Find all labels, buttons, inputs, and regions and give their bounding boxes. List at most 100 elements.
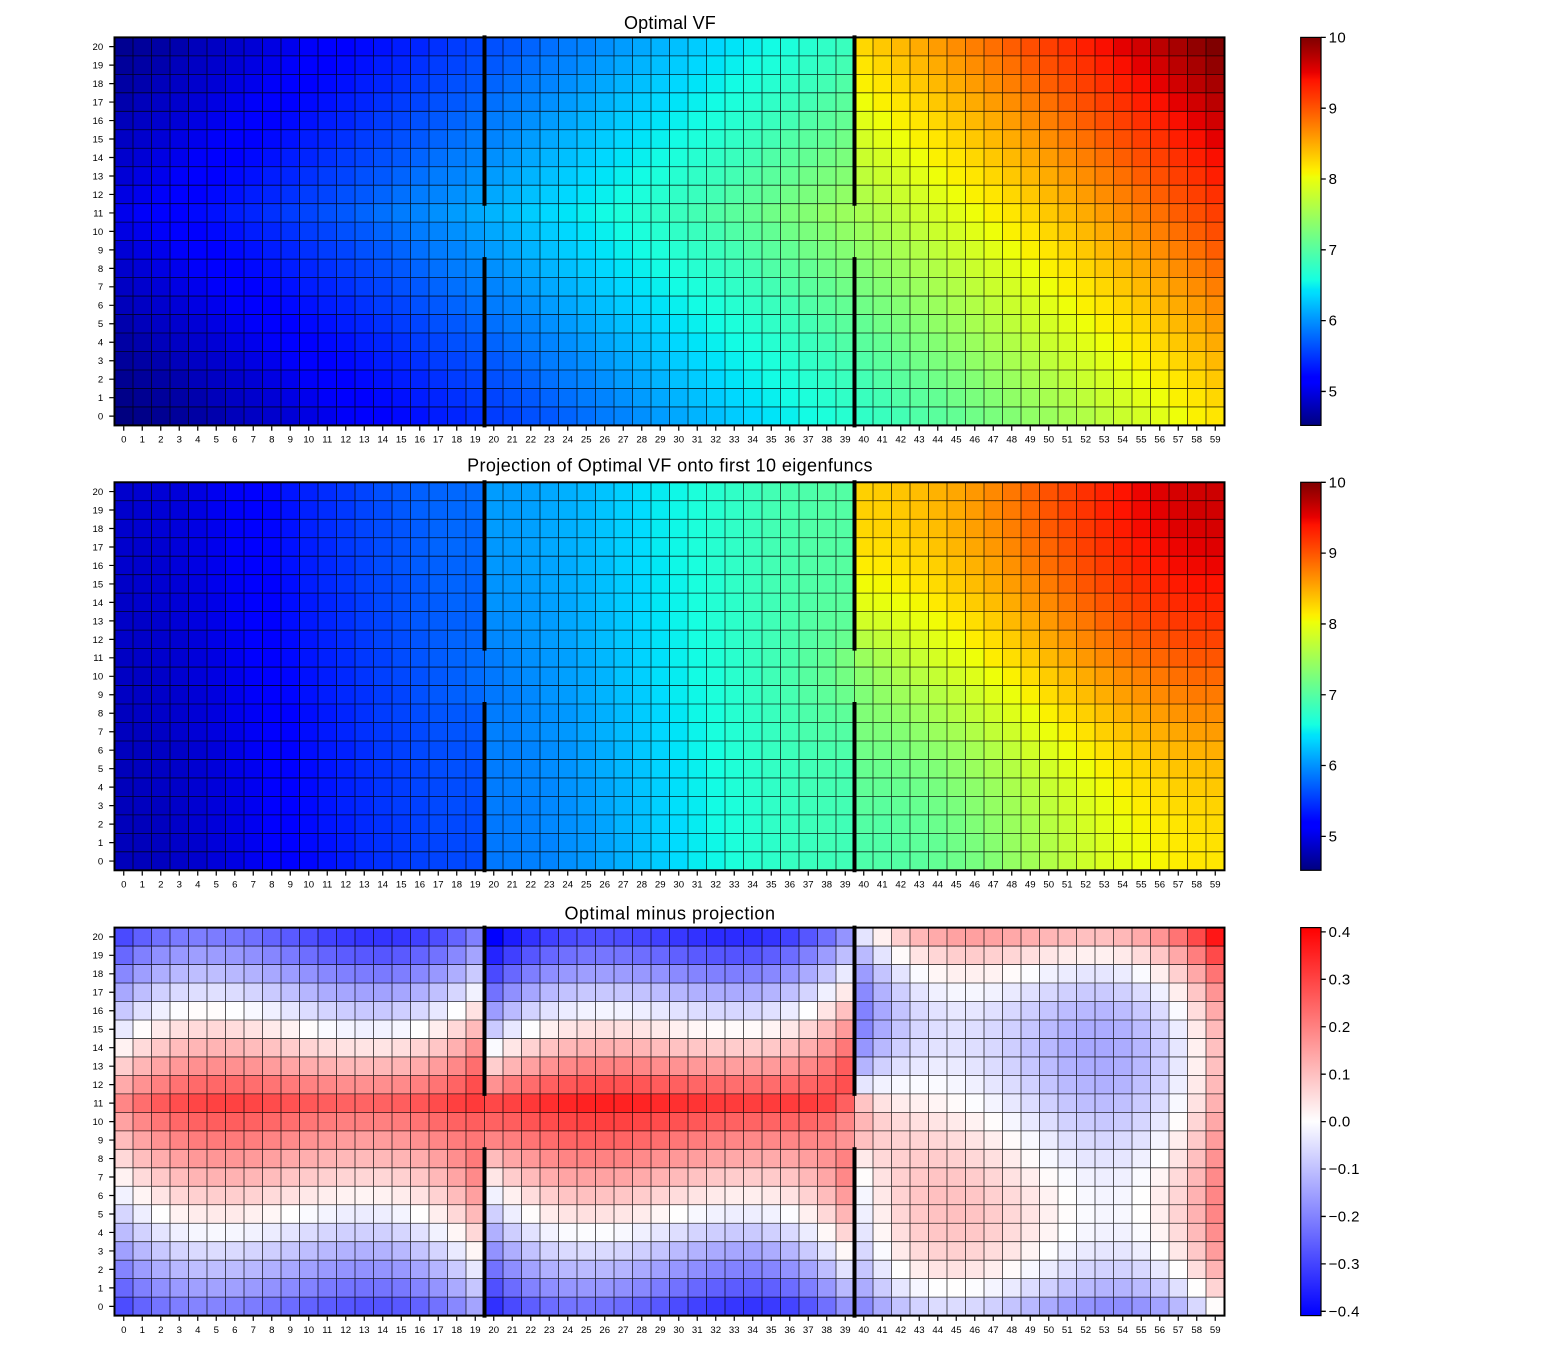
svg-text:55: 55 [1136, 435, 1147, 446]
svg-text:31: 31 [692, 435, 703, 446]
svg-text:0: 0 [98, 856, 103, 867]
svg-text:14: 14 [377, 435, 388, 446]
svg-text:Projection of Optimal VF onto: Projection of Optimal VF onto first 10 e… [467, 456, 873, 476]
svg-text:36: 36 [784, 435, 795, 446]
svg-text:33: 33 [729, 1325, 740, 1336]
svg-text:59: 59 [1210, 435, 1221, 446]
svg-text:15: 15 [396, 880, 407, 891]
svg-text:51: 51 [1062, 880, 1073, 891]
svg-text:21: 21 [507, 880, 518, 891]
svg-text:56: 56 [1154, 880, 1165, 891]
svg-text:39: 39 [840, 880, 851, 891]
svg-text:23: 23 [544, 880, 555, 891]
svg-text:19: 19 [93, 951, 104, 962]
svg-text:28: 28 [636, 435, 647, 446]
svg-text:20: 20 [93, 932, 104, 943]
svg-text:20: 20 [93, 487, 104, 498]
svg-text:3: 3 [98, 801, 103, 812]
svg-text:22: 22 [525, 1325, 536, 1336]
svg-text:16: 16 [93, 116, 104, 127]
svg-text:25: 25 [581, 1325, 592, 1336]
svg-text:38: 38 [821, 880, 832, 891]
svg-text:18: 18 [451, 435, 462, 446]
svg-text:35: 35 [766, 880, 777, 891]
svg-text:15: 15 [396, 435, 407, 446]
svg-text:0.2: 0.2 [1329, 1019, 1351, 1036]
svg-text:13: 13 [93, 1062, 104, 1073]
svg-text:6: 6 [98, 746, 103, 757]
svg-text:17: 17 [433, 1325, 444, 1336]
svg-text:5: 5 [98, 1209, 103, 1220]
svg-text:52: 52 [1080, 1325, 1091, 1336]
svg-text:16: 16 [93, 561, 104, 572]
svg-text:6: 6 [98, 301, 103, 312]
svg-text:48: 48 [1006, 880, 1017, 891]
svg-text:59: 59 [1210, 880, 1221, 891]
svg-text:11: 11 [322, 1325, 332, 1336]
svg-text:58: 58 [1191, 880, 1202, 891]
svg-text:36: 36 [784, 880, 795, 891]
svg-text:13: 13 [93, 171, 104, 182]
svg-text:0: 0 [121, 1325, 126, 1336]
svg-text:53: 53 [1099, 435, 1110, 446]
svg-text:8: 8 [98, 264, 103, 275]
svg-text:20: 20 [93, 42, 104, 53]
svg-text:19: 19 [93, 505, 104, 516]
svg-text:22: 22 [525, 880, 536, 891]
svg-text:0: 0 [98, 412, 103, 423]
svg-text:38: 38 [821, 1325, 832, 1336]
svg-text:9: 9 [288, 1325, 293, 1336]
svg-text:30: 30 [673, 435, 684, 446]
svg-text:35: 35 [766, 1325, 777, 1336]
svg-text:39: 39 [840, 1325, 851, 1336]
svg-text:56: 56 [1154, 1325, 1165, 1336]
svg-text:9: 9 [288, 435, 293, 446]
svg-text:50: 50 [1043, 880, 1054, 891]
svg-text:19: 19 [470, 435, 481, 446]
svg-text:42: 42 [895, 435, 906, 446]
svg-text:24: 24 [562, 1325, 573, 1336]
svg-text:57: 57 [1173, 880, 1184, 891]
svg-text:44: 44 [932, 435, 943, 446]
svg-text:−0.1: −0.1 [1329, 1161, 1360, 1178]
svg-text:32: 32 [710, 1325, 721, 1336]
svg-text:17: 17 [93, 988, 104, 999]
svg-text:25: 25 [581, 880, 592, 891]
svg-text:18: 18 [451, 880, 462, 891]
svg-text:5: 5 [98, 319, 103, 330]
svg-text:6: 6 [98, 1191, 103, 1202]
svg-text:29: 29 [655, 880, 666, 891]
svg-text:53: 53 [1099, 880, 1110, 891]
svg-text:2: 2 [158, 880, 163, 891]
svg-text:26: 26 [599, 880, 610, 891]
svg-text:52: 52 [1080, 880, 1091, 891]
svg-text:9: 9 [98, 1135, 103, 1146]
svg-text:27: 27 [618, 1325, 629, 1336]
svg-text:29: 29 [655, 1325, 666, 1336]
svg-text:13: 13 [359, 435, 370, 446]
svg-text:47: 47 [988, 435, 999, 446]
svg-text:56: 56 [1154, 435, 1165, 446]
svg-text:5: 5 [214, 880, 219, 891]
svg-text:17: 17 [433, 880, 444, 891]
svg-text:51: 51 [1062, 1325, 1073, 1336]
svg-text:20: 20 [488, 435, 499, 446]
svg-text:28: 28 [636, 1325, 647, 1336]
svg-text:3: 3 [177, 880, 182, 891]
svg-text:43: 43 [914, 880, 925, 891]
svg-text:36: 36 [784, 1325, 795, 1336]
svg-text:10: 10 [303, 1325, 314, 1336]
svg-text:48: 48 [1006, 1325, 1017, 1336]
svg-text:5: 5 [214, 435, 219, 446]
svg-text:33: 33 [729, 880, 740, 891]
svg-text:18: 18 [93, 79, 104, 90]
svg-text:11: 11 [322, 880, 332, 891]
svg-text:22: 22 [525, 435, 536, 446]
svg-text:12: 12 [340, 435, 351, 446]
svg-text:52: 52 [1080, 435, 1091, 446]
svg-text:38: 38 [821, 435, 832, 446]
svg-text:11: 11 [322, 435, 332, 446]
svg-text:45: 45 [951, 1325, 962, 1336]
svg-text:5: 5 [98, 764, 103, 775]
svg-text:0.0: 0.0 [1329, 1114, 1351, 1131]
